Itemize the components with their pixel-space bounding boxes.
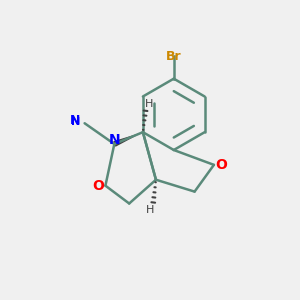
Text: Br: Br: [166, 50, 182, 63]
Text: N: N: [70, 114, 80, 127]
Text: H: H: [146, 205, 154, 215]
Text: N: N: [109, 133, 120, 147]
Text: O: O: [215, 158, 227, 172]
Text: O: O: [92, 179, 104, 193]
Text: N: N: [71, 117, 80, 127]
Text: H: H: [145, 99, 153, 109]
Polygon shape: [113, 132, 143, 147]
